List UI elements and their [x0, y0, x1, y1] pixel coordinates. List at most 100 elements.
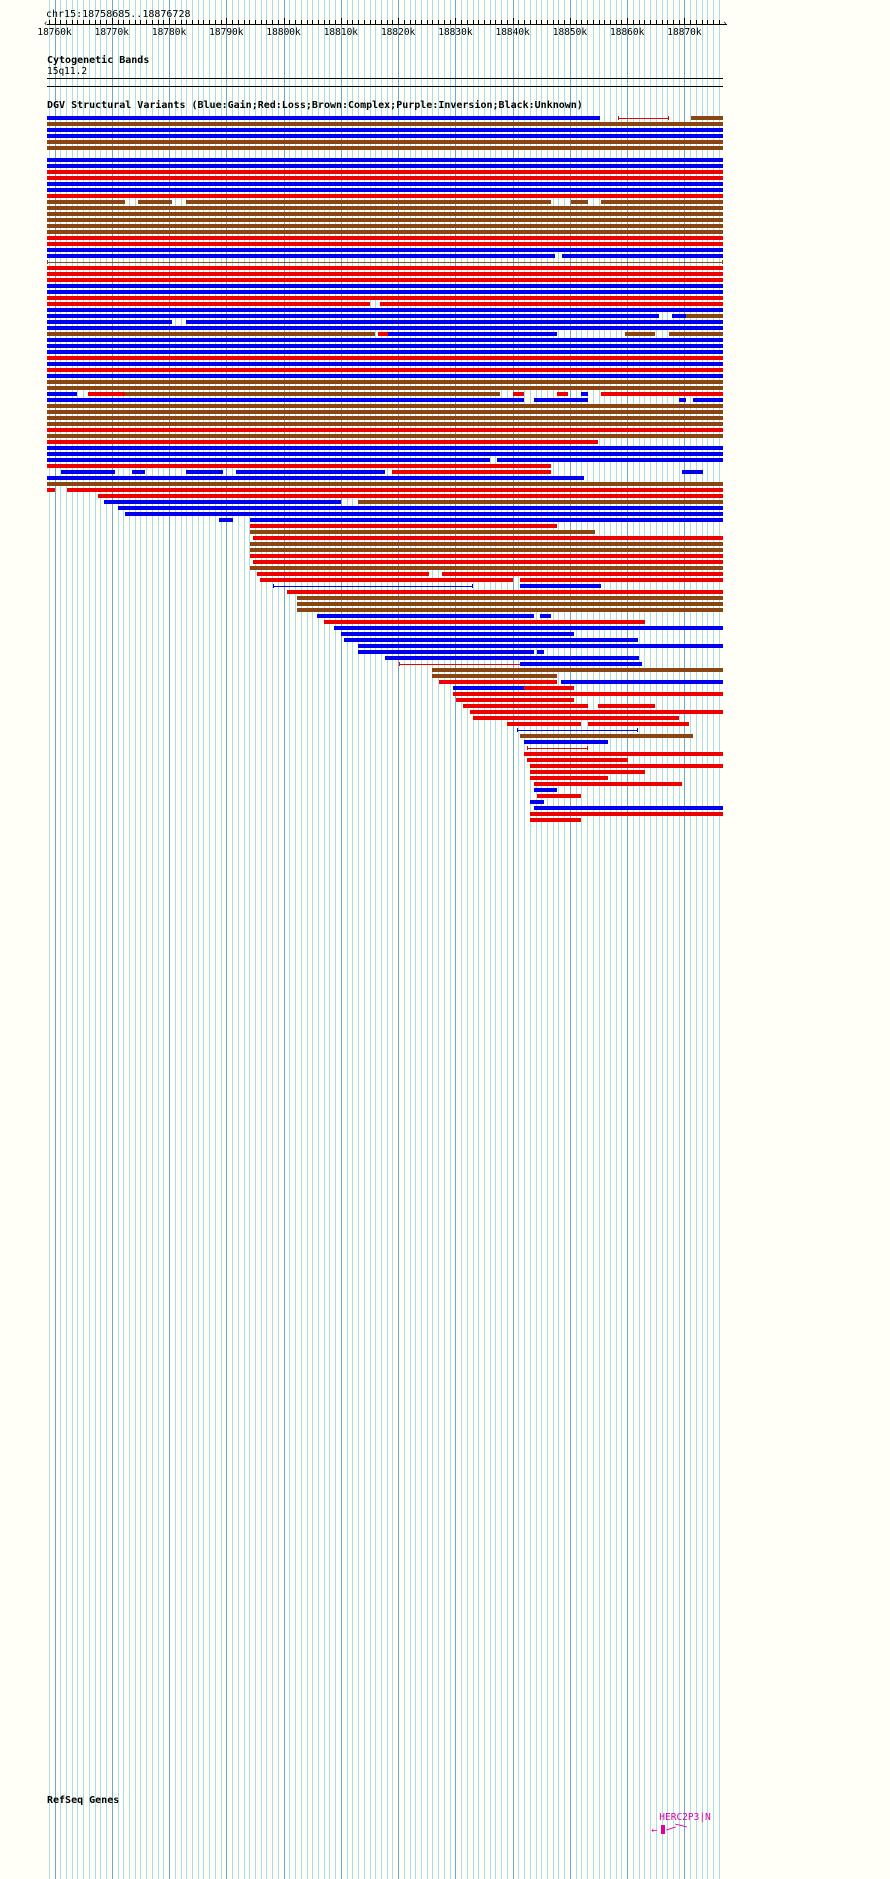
- dgv-variant-segment[interactable]: [47, 266, 723, 270]
- dgv-variant-segment[interactable]: [47, 116, 600, 120]
- dgv-variant-segment[interactable]: [249, 524, 558, 528]
- dgv-variant-segment[interactable]: [47, 200, 125, 204]
- dgv-variant-segment[interactable]: [516, 728, 639, 732]
- dgv-variant-segment[interactable]: [47, 260, 723, 264]
- dgv-variant-segment[interactable]: [533, 782, 683, 786]
- dgv-variant-segment[interactable]: [685, 314, 723, 318]
- dgv-variant-segment[interactable]: [185, 320, 723, 324]
- dgv-variant-segment[interactable]: [570, 200, 588, 204]
- dgv-variant-segment[interactable]: [523, 752, 723, 756]
- dgv-variant-segment[interactable]: [47, 170, 723, 174]
- dgv-variant-segment[interactable]: [47, 140, 723, 144]
- dgv-variant-segment[interactable]: [679, 398, 686, 402]
- dgv-variant-segment[interactable]: [138, 200, 173, 204]
- dgv-variant-segment[interactable]: [60, 470, 115, 474]
- dgv-variant-segment[interactable]: [47, 176, 723, 180]
- dgv-variant-segment[interactable]: [47, 404, 723, 408]
- dgv-variant-segment[interactable]: [104, 500, 342, 504]
- dgv-variant-segment[interactable]: [47, 356, 723, 360]
- dgv-variant-segment[interactable]: [249, 518, 723, 522]
- dgv-variant-segment[interactable]: [690, 116, 723, 120]
- dgv-variant-segment[interactable]: [47, 284, 723, 288]
- dgv-variant-segment[interactable]: [47, 230, 723, 234]
- gene-exon[interactable]: [661, 1825, 666, 1834]
- dgv-variant-segment[interactable]: [47, 128, 723, 132]
- dgv-variant-segment[interactable]: [47, 212, 723, 216]
- cytoband-bar-top[interactable]: [47, 78, 723, 80]
- dgv-variant-segment[interactable]: [540, 614, 551, 618]
- dgv-variant-segment[interactable]: [236, 470, 385, 474]
- dgv-variant-segment[interactable]: [523, 740, 609, 744]
- dgv-variant-segment[interactable]: [47, 218, 723, 222]
- dgv-variant-segment[interactable]: [47, 440, 598, 444]
- dgv-variant-segment[interactable]: [47, 464, 551, 468]
- dgv-variant-segment[interactable]: [256, 572, 429, 576]
- dgv-variant-segment[interactable]: [496, 458, 723, 462]
- dgv-variant-segment[interactable]: [47, 374, 723, 378]
- dgv-variant-segment[interactable]: [537, 650, 544, 654]
- dgv-variant-segment[interactable]: [47, 278, 723, 282]
- dgv-variant-segment[interactable]: [47, 434, 723, 438]
- dgv-variant-segment[interactable]: [469, 710, 723, 714]
- dgv-variant-segment[interactable]: [297, 596, 723, 600]
- dgv-variant-segment[interactable]: [391, 470, 551, 474]
- dgv-variant-segment[interactable]: [47, 428, 723, 432]
- dgv-variant-segment[interactable]: [47, 320, 173, 324]
- dgv-variant-segment[interactable]: [47, 194, 723, 198]
- dgv-variant-segment[interactable]: [455, 698, 575, 702]
- dgv-variant-segment[interactable]: [297, 602, 723, 606]
- dgv-variant-segment[interactable]: [47, 296, 723, 300]
- dgv-variant-segment[interactable]: [47, 242, 723, 246]
- dgv-variant-segment[interactable]: [185, 200, 551, 204]
- dgv-variant-segment[interactable]: [618, 116, 669, 120]
- dgv-variant-segment[interactable]: [47, 188, 723, 192]
- dgv-variant-segment[interactable]: [432, 668, 723, 672]
- dgv-variant-segment[interactable]: [385, 656, 639, 660]
- dgv-variant-segment[interactable]: [47, 326, 723, 330]
- dgv-variant-segment[interactable]: [47, 134, 723, 138]
- dgv-variant-segment[interactable]: [317, 614, 534, 618]
- gene-label[interactable]: HERC2P3|N: [659, 1812, 711, 1823]
- dgv-variant-segment[interactable]: [47, 248, 723, 252]
- dgv-variant-segment[interactable]: [67, 488, 723, 492]
- dgv-variant-segment[interactable]: [357, 644, 723, 648]
- dgv-variant-segment[interactable]: [357, 650, 534, 654]
- dgv-variant-segment[interactable]: [581, 392, 588, 396]
- dgv-variant-segment[interactable]: [47, 146, 723, 150]
- dgv-variant-segment[interactable]: [462, 704, 588, 708]
- dgv-variant-segment[interactable]: [562, 254, 723, 258]
- dgv-variant-segment[interactable]: [249, 566, 723, 570]
- dgv-variant-segment[interactable]: [47, 362, 723, 366]
- dgv-variant-segment[interactable]: [520, 734, 693, 738]
- dgv-variant-segment[interactable]: [47, 380, 723, 384]
- cytoband-band-label[interactable]: 15q11.2: [47, 66, 88, 77]
- dgv-variant-segment[interactable]: [219, 518, 233, 522]
- dgv-variant-segment[interactable]: [47, 236, 723, 240]
- dgv-variant-segment[interactable]: [117, 506, 723, 510]
- dgv-variant-segment[interactable]: [357, 500, 723, 504]
- dgv-variant-segment[interactable]: [379, 302, 723, 306]
- dgv-variant-segment[interactable]: [249, 548, 723, 552]
- dgv-variant-segment[interactable]: [47, 350, 723, 354]
- dgv-variant-segment[interactable]: [47, 482, 723, 486]
- dgv-variant-segment[interactable]: [47, 386, 723, 390]
- dgv-variant-segment[interactable]: [624, 332, 656, 336]
- dgv-variant-segment[interactable]: [47, 158, 723, 162]
- dgv-variant-segment[interactable]: [47, 332, 375, 336]
- dgv-variant-segment[interactable]: [533, 806, 723, 810]
- dgv-variant-segment[interactable]: [47, 206, 723, 210]
- dgv-variant-segment[interactable]: [249, 542, 723, 546]
- dgv-variant-segment[interactable]: [587, 722, 690, 726]
- dgv-variant-segment[interactable]: [47, 398, 524, 402]
- dgv-variant-segment[interactable]: [47, 452, 723, 456]
- dgv-variant-segment[interactable]: [273, 584, 473, 588]
- dgv-variant-segment[interactable]: [47, 272, 723, 276]
- dgv-variant-segment[interactable]: [530, 800, 544, 804]
- dgv-variant-segment[interactable]: [378, 332, 389, 336]
- dgv-variant-segment[interactable]: [47, 344, 723, 348]
- dgv-variant-segment[interactable]: [249, 554, 723, 558]
- dgv-variant-segment[interactable]: [124, 512, 723, 516]
- dgv-variant-segment[interactable]: [47, 446, 723, 450]
- cytoband-bar-bottom[interactable]: [47, 86, 723, 88]
